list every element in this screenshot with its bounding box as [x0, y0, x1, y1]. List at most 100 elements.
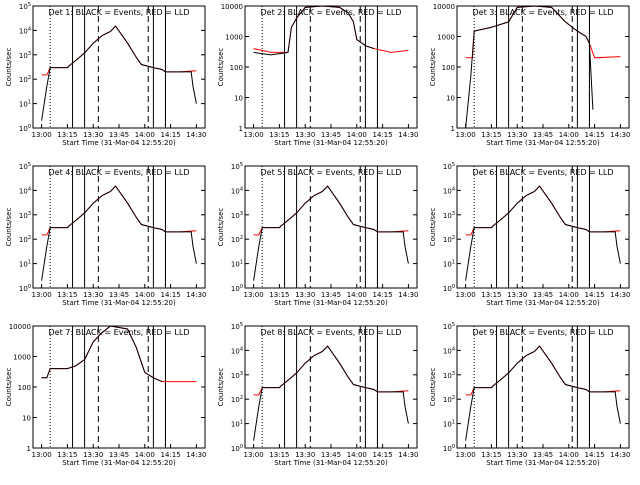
detector-panel-8: 100 101 102 103 104 105 13:00 13:15 13:30 13:45 14…: [217, 322, 418, 467]
y-tick-label: 10: [22, 415, 31, 423]
y-tick-label: 103: [231, 211, 243, 220]
panel-title: Det 6: BLACK = Events, RED = LLD: [473, 168, 614, 177]
panel-title: Det 2: BLACK = Events, RED = LLD: [261, 8, 402, 17]
y-tick-label: 103: [19, 211, 31, 220]
y-axis-label: Counts/sec: [429, 368, 437, 407]
y-tick-label: 102: [231, 395, 243, 404]
x-tick-label: 14:15: [161, 291, 181, 299]
y-tick-label: 104: [443, 186, 455, 195]
x-tick-label: 14:00: [135, 451, 155, 459]
y-axis-label: Counts/sec: [5, 48, 13, 87]
y-tick-label: 10: [234, 95, 243, 103]
x-tick-label: 14:30: [610, 291, 630, 299]
y-tick-label: 10: [446, 95, 455, 103]
y-tick-label: 1: [27, 445, 31, 453]
y-tick-label: 1000: [437, 34, 455, 42]
x-tick-label: 13:00: [456, 451, 476, 459]
series-line-events: [253, 185, 409, 281]
x-tick-label: 13:45: [533, 451, 553, 459]
detector-panel-1: 100 101 102 103 104 105 13:00 13:15 13:30 13:45 14…: [5, 2, 206, 147]
x-tick-label: 13:15: [57, 131, 77, 139]
panel-title: Det 4: BLACK = Events, RED = LLD: [49, 168, 190, 177]
y-tick-label: 102: [443, 235, 455, 244]
x-tick-label: 13:15: [269, 451, 289, 459]
x-tick-label: 14:15: [585, 451, 605, 459]
x-tick-label: 14:00: [347, 291, 367, 299]
panel-title: Det 5: BLACK = Events, RED = LLD: [261, 168, 402, 177]
x-tick-label: 14:00: [347, 451, 367, 459]
y-tick-label: 100: [230, 64, 243, 72]
y-axis-label: Counts/sec: [5, 208, 13, 247]
y-tick-label: 100: [231, 444, 243, 453]
plot-frame: [32, 5, 206, 129]
y-axis-label: Counts/sec: [5, 368, 13, 407]
y-tick-label: 103: [443, 371, 455, 380]
y-tick-label: 102: [443, 395, 455, 404]
x-tick-label: 13:30: [507, 131, 527, 139]
x-tick-label: 14:15: [585, 131, 605, 139]
x-tick-label: 14:15: [373, 451, 393, 459]
x-tick-label: 13:45: [109, 131, 129, 139]
x-axis-label: Start Time (31-Mar-04 12:55:20): [274, 459, 388, 467]
x-tick-label: 14:00: [559, 291, 579, 299]
y-tick-label: 101: [231, 260, 243, 269]
y-tick-label: 103: [19, 51, 31, 60]
series-line-events: [465, 5, 594, 129]
y-tick-label: 1: [239, 125, 243, 133]
x-tick-label: 14:30: [186, 451, 206, 459]
series-line-events: [41, 325, 163, 383]
y-tick-label: 102: [19, 235, 31, 244]
detector-panel-2: 1 10 100 1000 10000 13:00 13:15 13:30 13:45 14:00…: [217, 3, 418, 147]
y-tick-label: 1: [451, 125, 455, 133]
x-tick-label: 13:45: [109, 451, 129, 459]
x-tick-label: 13:15: [269, 291, 289, 299]
detector-panel-3: 1 10 100 1000 10000 13:00 13:15 13:30 13:45 14:00…: [429, 3, 630, 147]
y-tick-label: 104: [19, 186, 31, 195]
y-tick-label: 104: [231, 346, 243, 355]
panel-title: Det 9: BLACK = Events, RED = LLD: [473, 328, 614, 337]
x-tick-label: 13:00: [456, 291, 476, 299]
y-tick-label: 100: [19, 124, 31, 133]
y-tick-label: 102: [231, 235, 243, 244]
x-axis-label: Start Time (31-Mar-04 12:55:20): [62, 299, 176, 307]
y-tick-label: 105: [443, 162, 455, 171]
y-tick-label: 1000: [225, 34, 243, 42]
y-tick-label: 101: [443, 420, 455, 429]
x-tick-label: 14:15: [161, 131, 181, 139]
plot-frame: [244, 5, 418, 129]
y-tick-label: 101: [231, 420, 243, 429]
x-tick-label: 14:15: [373, 131, 393, 139]
x-axis-label: Start Time (31-Mar-04 12:55:20): [274, 139, 388, 147]
x-tick-label: 14:30: [398, 291, 418, 299]
x-tick-label: 14:00: [559, 451, 579, 459]
x-tick-label: 14:15: [585, 291, 605, 299]
series-line-events: [465, 345, 621, 441]
panel-title: Det 1: BLACK = Events, RED = LLD: [49, 8, 190, 17]
x-tick-label: 13:00: [244, 131, 264, 139]
plot-frame: [456, 325, 630, 449]
x-axis-label: Start Time (31-Mar-04 12:55:20): [486, 299, 600, 307]
plot-frame: [32, 325, 206, 449]
x-axis-label: Start Time (31-Mar-04 12:55:20): [62, 139, 176, 147]
x-tick-label: 13:15: [481, 131, 501, 139]
x-tick-label: 13:45: [321, 451, 341, 459]
y-axis-label: Counts/sec: [429, 48, 437, 87]
x-tick-label: 13:45: [321, 291, 341, 299]
y-tick-label: 100: [18, 384, 31, 392]
series-line-events: [465, 185, 621, 281]
x-tick-label: 14:30: [610, 131, 630, 139]
plot-frame: [244, 165, 418, 289]
x-tick-label: 13:30: [83, 131, 103, 139]
x-tick-label: 13:00: [32, 291, 52, 299]
plot-frame: [456, 165, 630, 289]
x-tick-label: 13:00: [244, 291, 264, 299]
y-tick-label: 101: [19, 100, 31, 109]
y-axis-label: Counts/sec: [429, 208, 437, 247]
x-tick-label: 13:00: [32, 451, 52, 459]
x-tick-label: 14:15: [161, 451, 181, 459]
panel-title: Det 8: BLACK = Events, RED = LLD: [261, 328, 402, 337]
plot-frame: [32, 165, 206, 289]
x-tick-label: 14:00: [559, 131, 579, 139]
